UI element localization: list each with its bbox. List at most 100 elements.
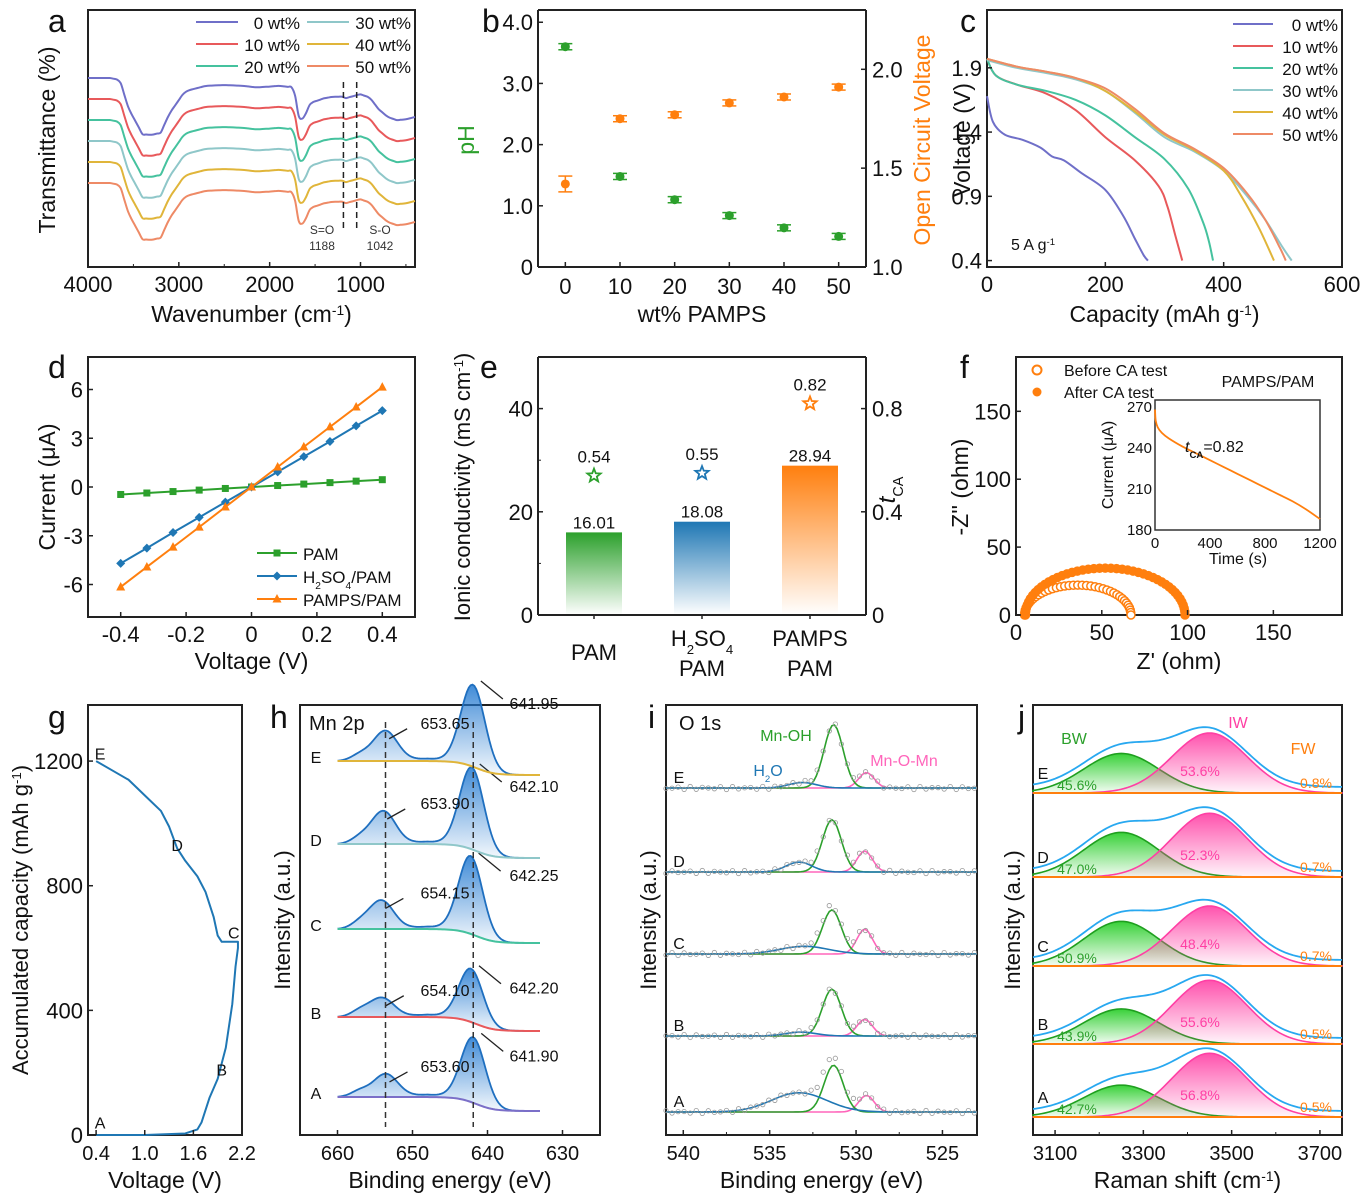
arrow-line	[385, 995, 405, 1007]
sample-annotation: PAMPS/PAM	[1222, 374, 1315, 391]
raw-data-point	[881, 1106, 887, 1112]
inset-y-tick-label: 180	[1127, 522, 1152, 539]
raw-data-point	[862, 849, 869, 855]
raw-data-point	[953, 870, 959, 876]
raw-data-point	[911, 950, 917, 956]
state-label-C: C	[310, 918, 322, 935]
y-tick-label: 1.4	[951, 120, 982, 145]
raw-data-point	[669, 1110, 675, 1116]
raw-data-point	[887, 1034, 893, 1040]
inset-y-tick-label: 240	[1127, 440, 1152, 457]
mn-oh-component	[666, 818, 977, 873]
square-marker	[352, 477, 360, 485]
x-tick-label: 600	[1324, 272, 1361, 297]
raman-envelope-line	[1032, 1047, 1343, 1112]
ftir-line-30wt	[87, 139, 416, 199]
raw-data-point	[754, 869, 760, 875]
raw-data-point	[705, 1033, 711, 1039]
raw-data-point	[742, 868, 748, 874]
bar-value-label: 28.94	[789, 447, 832, 466]
raw-data-point	[778, 1031, 784, 1037]
raw-data-point	[790, 945, 796, 952]
component-label-mn-oh: Mn-OH	[760, 728, 812, 745]
raw-data-point	[935, 1033, 941, 1040]
data-point-ph	[724, 211, 734, 221]
raw-data-point	[959, 951, 965, 957]
raw-data-point	[869, 1095, 875, 1101]
panel-letter-i: i	[648, 699, 655, 735]
raw-data-point	[959, 867, 965, 874]
raw-data-point	[911, 1031, 917, 1038]
plot-frame	[665, 704, 978, 1136]
state-label-C: C	[228, 925, 240, 942]
raw-data-point	[935, 870, 941, 876]
raw-data-point	[826, 817, 832, 824]
x-axis-label: Wavenumber (cm-1)	[151, 301, 352, 327]
raw-data-point	[929, 1110, 935, 1116]
arrow-line	[480, 680, 504, 700]
data-point-ocv	[670, 110, 680, 120]
raw-data-point	[784, 1092, 790, 1098]
raw-data-point	[935, 952, 941, 959]
peak-label: 641.95	[510, 696, 559, 713]
spectrum-title: O 1s	[679, 713, 721, 735]
x-tick-label: 40	[772, 274, 796, 299]
x-tick-label: 30	[717, 274, 741, 299]
raw-data-point	[923, 786, 929, 792]
square-marker	[300, 480, 308, 488]
x-tick-label: 1000	[336, 272, 385, 297]
raw-data-point	[717, 1109, 724, 1115]
diamond-marker	[168, 528, 178, 537]
triangle-marker	[377, 382, 387, 391]
category-label: H2SO4	[671, 626, 733, 657]
raw-data-point	[699, 784, 705, 790]
raw-data-point	[844, 935, 851, 942]
raw-data-point	[742, 949, 748, 955]
category-label: PAM	[787, 656, 833, 681]
state-label-A: A	[674, 1094, 685, 1111]
raw-data-point	[899, 868, 905, 874]
y-tick-label: 3.0	[502, 71, 533, 96]
raw-data-point	[669, 868, 675, 874]
raw-data-point	[699, 1033, 705, 1040]
triangle-marker	[247, 482, 256, 491]
category-label: PAMPS	[772, 626, 847, 651]
x-tick-label: 10	[608, 274, 632, 299]
raw-data-point	[869, 933, 875, 939]
raw-data-point	[953, 1108, 959, 1114]
y-tick-label: 0	[71, 475, 83, 500]
y-tick-label: 2.0	[872, 57, 903, 82]
raw-data-point	[784, 943, 790, 950]
x-tick-label: 525	[926, 1143, 959, 1165]
diamond-marker	[142, 543, 152, 553]
arrow-line	[386, 808, 406, 820]
raw-data-point	[772, 783, 778, 789]
raw-data-point	[760, 1034, 766, 1040]
fw-percent-label: 0.5%	[1300, 1099, 1332, 1115]
square-marker	[221, 484, 229, 492]
raw-data-point	[669, 1032, 675, 1039]
data-point-ocv	[615, 114, 625, 124]
raw-data-point	[832, 820, 838, 826]
current-density-annotation: 5 A g-1	[1011, 237, 1055, 255]
h2o-component	[666, 945, 977, 955]
raw-data-point	[911, 869, 917, 876]
raw-data-point	[711, 868, 717, 874]
bw-percent-label: 50.9%	[1057, 950, 1097, 966]
raw-data-point	[965, 870, 971, 877]
raw-data-point	[832, 907, 838, 914]
raw-data-point	[838, 921, 844, 927]
raw-data-point	[917, 1110, 923, 1116]
plot-frame	[1015, 356, 1343, 616]
raw-data-point	[687, 868, 693, 874]
raw-data-point	[929, 950, 935, 956]
peak-label: 642.20	[510, 981, 559, 998]
raw-data-point	[699, 1110, 705, 1117]
raw-data-point	[929, 1033, 935, 1039]
raw-data-point	[814, 1084, 820, 1090]
capacity-curve	[95, 760, 239, 1136]
y-axis-label: Voltage (V)	[949, 83, 975, 197]
xps-baseline	[337, 760, 541, 776]
raw-data-point	[935, 785, 941, 791]
x-tick-label: 630	[546, 1143, 579, 1165]
